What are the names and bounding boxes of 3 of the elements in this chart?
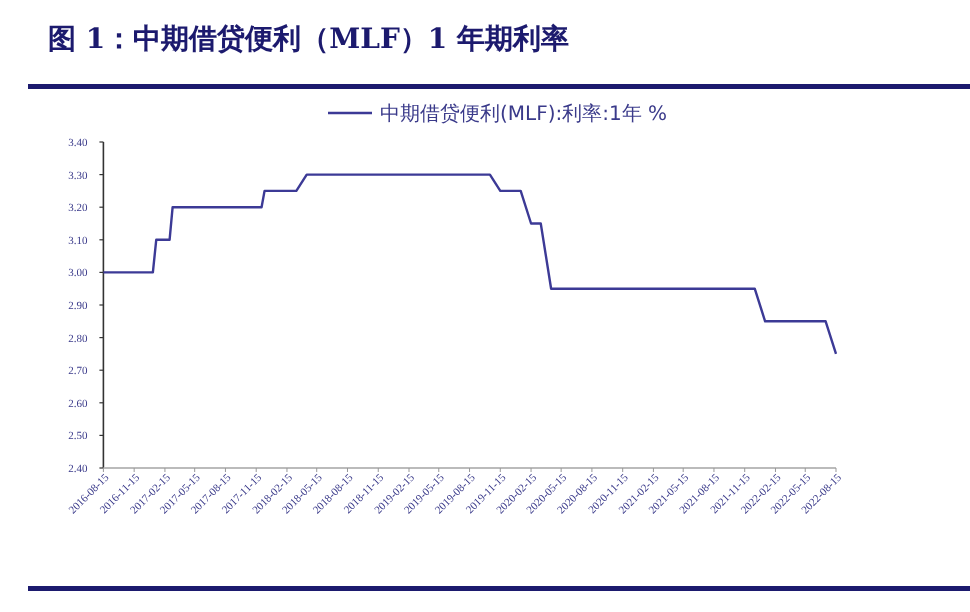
legend-label: 中期借贷便利(MLF):利率:1年 % xyxy=(380,102,668,126)
line-series xyxy=(102,173,838,356)
chart-title: 图 1：中期借贷便利（MLF）1 年期利率 xyxy=(48,22,570,56)
